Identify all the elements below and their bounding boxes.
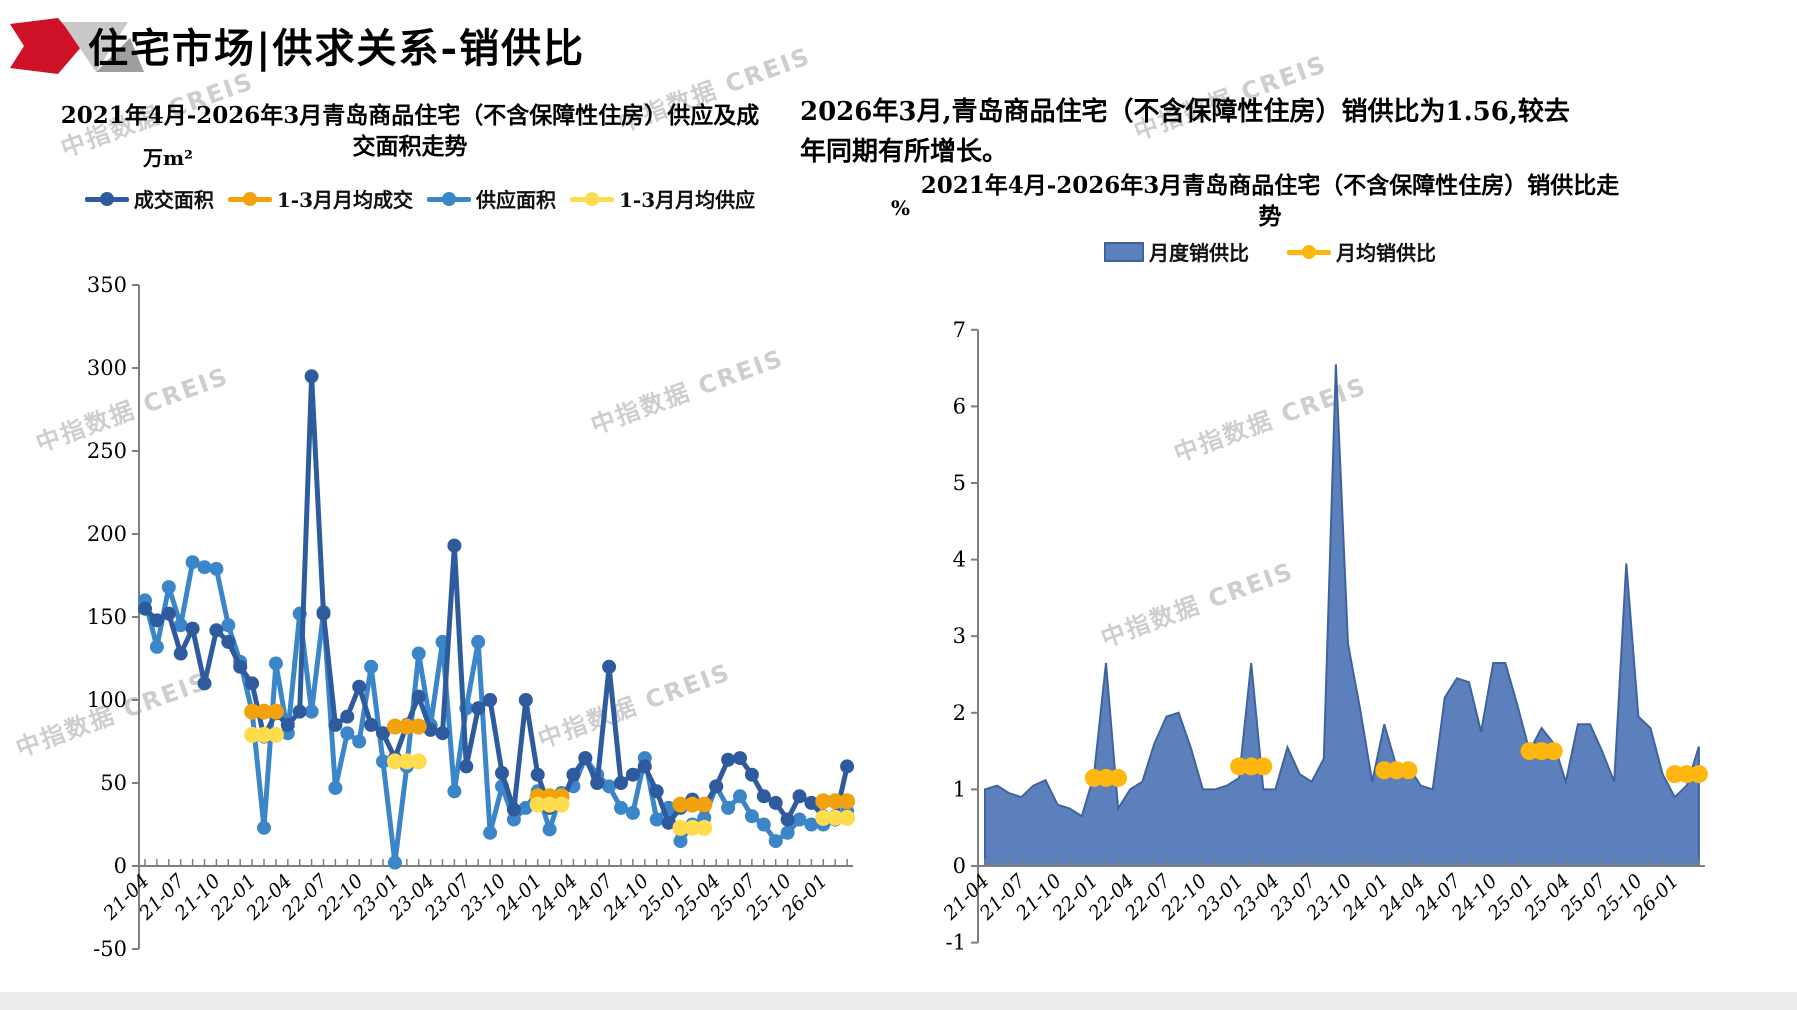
creis-logo [10, 18, 144, 74]
svg-text:350: 350 [87, 273, 127, 297]
area-swatch [1104, 241, 1144, 262]
svg-text:150: 150 [87, 605, 127, 629]
svg-text:200: 200 [87, 522, 127, 546]
right-chart-title: 2021年4月-2026年3月青岛商品住宅（不含保障性住房）销供比走 势 [805, 170, 1735, 232]
left-axis-unit: 万m² [143, 146, 193, 170]
legend-item-mean-transaction: 1-3月月均成交 [227, 184, 413, 213]
right-chart-title-line2: 势 [1258, 203, 1282, 230]
svg-text:3: 3 [953, 624, 966, 648]
summary-line1: 2026年3月,青岛商品住宅（不含保障性住房）销供比为1.56,较去 [800, 97, 1570, 127]
legend-item-transaction-area: 成交面积 [84, 184, 214, 213]
svg-text:0: 0 [953, 854, 966, 878]
logo-gray-dark-shape [96, 38, 144, 72]
svg-text:50: 50 [100, 771, 127, 795]
svg-text:6: 6 [953, 394, 966, 418]
summary-text: 2026年3月,青岛商品住宅（不含保障性住房）销供比为1.56,较去 年同期有所… [800, 92, 1770, 172]
bottom-strip [0, 992, 1797, 1010]
svg-text:2: 2 [953, 701, 966, 725]
legend-label: 成交面积 [133, 188, 214, 212]
mean-ratio-line-marker [1287, 243, 1331, 261]
svg-text:0: 0 [114, 854, 127, 878]
left-chart-title-line2: 交面积走势 [352, 133, 468, 160]
svg-text:4: 4 [953, 548, 966, 572]
mean-supply-line-marker [570, 190, 614, 208]
legend-item-mean-ratio: 月均销供比 [1287, 237, 1436, 266]
legend-item-mean-supply: 1-3月月均供应 [570, 184, 755, 213]
left-chart-title: 2021年4月-2026年3月青岛商品住宅（不含保障性住房）供应及成 交面积走势 [40, 100, 780, 162]
transaction-line-marker [84, 190, 129, 208]
svg-text:-1: -1 [946, 931, 966, 955]
left-chart-legend: 成交面积 1-3月月均成交 供应面积 1-3月月均供应 [40, 184, 800, 213]
mean-transaction-line-marker [227, 190, 272, 208]
legend-label: 月均销供比 [1336, 241, 1436, 265]
legend-label: 1-3月月均成交 [276, 188, 413, 212]
legend-item-monthly-ratio: 月度销供比 [1104, 237, 1249, 266]
svg-text:300: 300 [87, 356, 127, 380]
sales-supply-ratio-area-chart: -10123456721-0421-0721-1022-0122-0422-07… [939, 318, 1708, 955]
legend-label: 1-3月月均供应 [619, 188, 756, 212]
left-chart-title-line1: 2021年4月-2026年3月青岛商品住宅（不含保障性住房）供应及成 [60, 102, 760, 129]
right-chart-title-line1: 2021年4月-2026年3月青岛商品住宅（不含保障性住房）销供比走 [920, 172, 1620, 199]
svg-text:1: 1 [953, 777, 966, 801]
legend-label: 月度销供比 [1149, 241, 1249, 265]
logo-red-shape [10, 18, 82, 74]
logo-gray-light-shape [62, 22, 128, 72]
svg-text:250: 250 [87, 439, 127, 463]
page-title: 住宅市场|供求关系-销供比 [88, 25, 586, 72]
svg-text:100: 100 [87, 688, 127, 712]
svg-text:5: 5 [953, 471, 966, 495]
supply-transaction-line-chart: -5005010015020025030035021-0421-0721-102… [87, 273, 856, 961]
legend-item-supply-area: 供应面积 [427, 184, 556, 213]
right-chart-legend: 月度销供比 月均销供比 [860, 237, 1680, 266]
summary-line2: 年同期有所增长。 [800, 137, 1009, 167]
right-axis-unit: % [891, 196, 911, 220]
svg-text:-50: -50 [93, 937, 127, 961]
svg-text:7: 7 [953, 318, 966, 342]
legend-label: 供应面积 [476, 188, 556, 212]
supply-line-marker [427, 190, 471, 208]
